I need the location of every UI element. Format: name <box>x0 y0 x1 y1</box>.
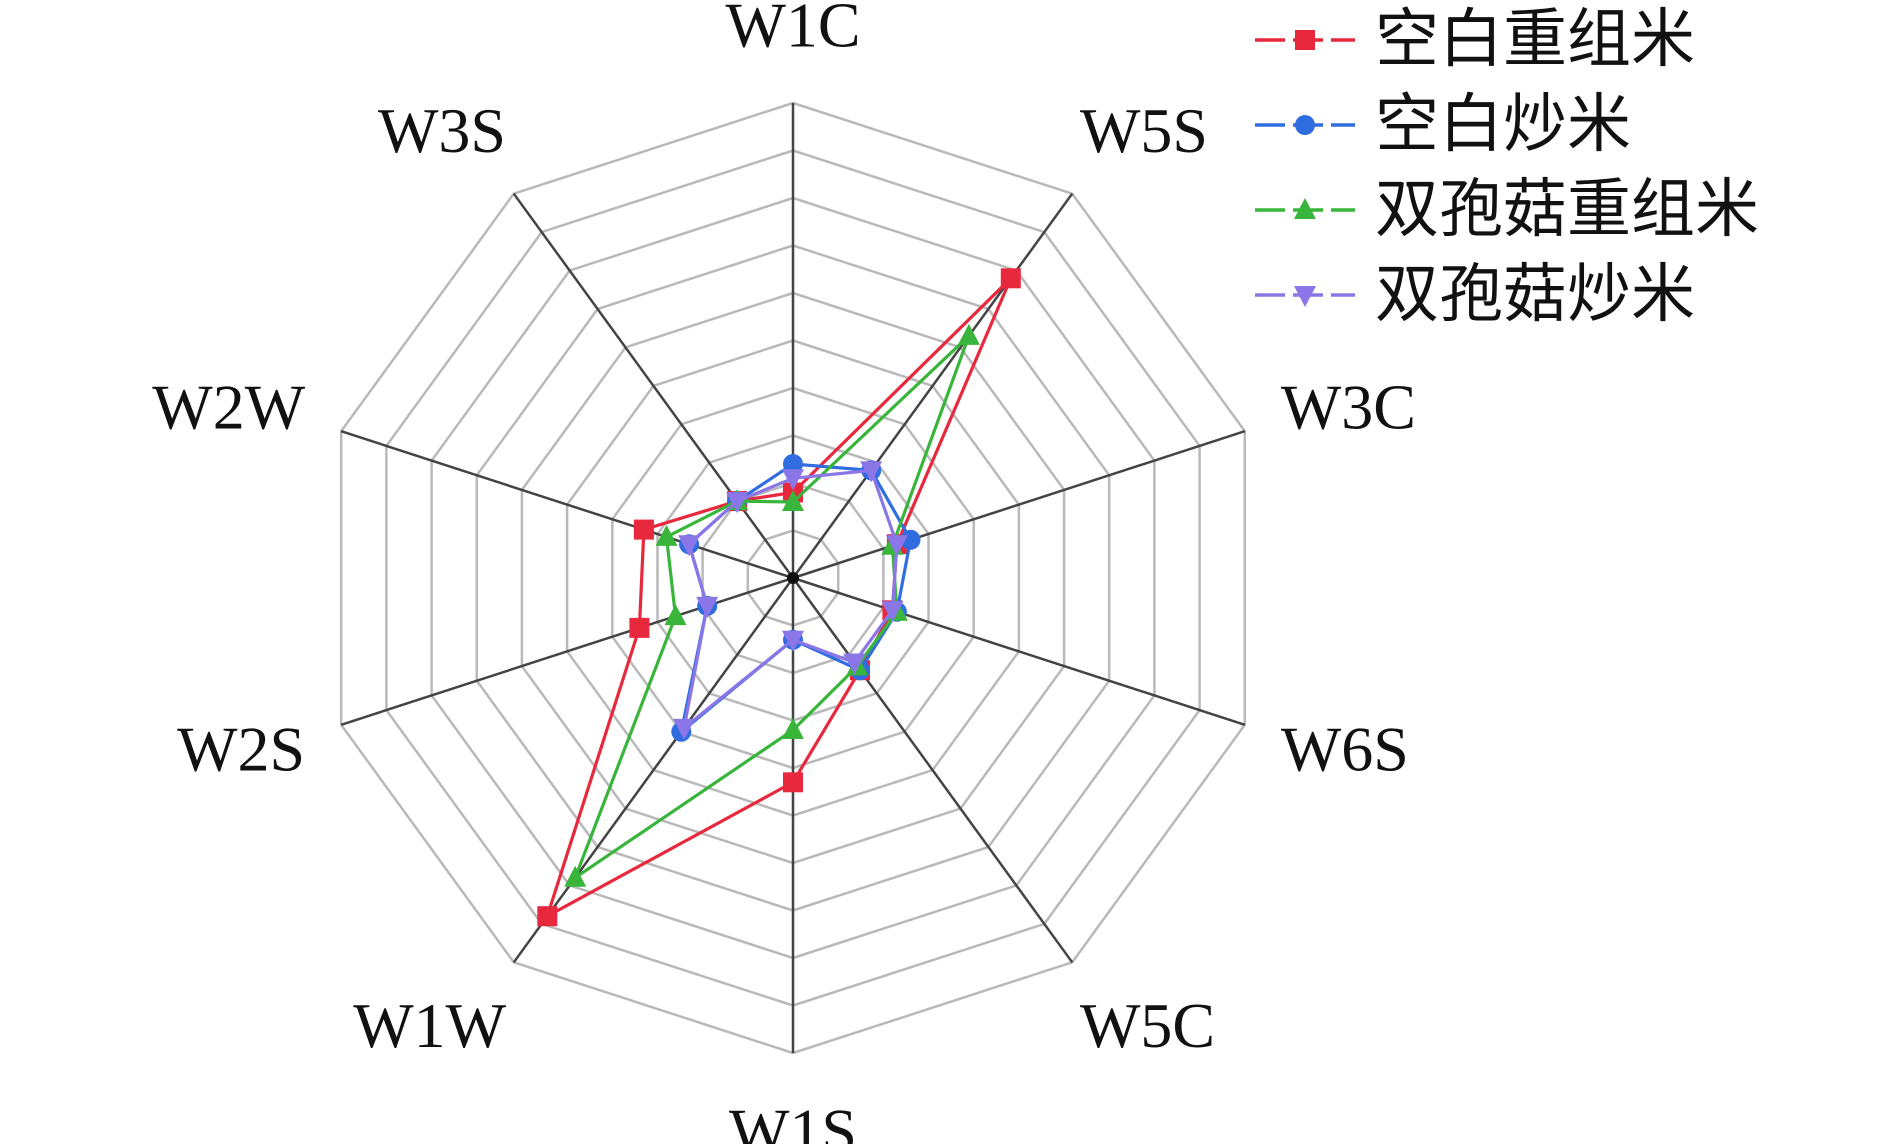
legend-item: 空白重组米 <box>1255 3 1695 77</box>
data-point <box>696 596 719 618</box>
legend-label: 空白炒米 <box>1375 88 1631 162</box>
data-point <box>782 469 804 491</box>
data-point <box>843 653 866 675</box>
data-point <box>673 718 696 740</box>
axis-label-w1c: W1C <box>725 0 860 61</box>
data-point <box>633 519 654 540</box>
axis-label-w5c: W5C <box>1080 990 1215 1061</box>
data-point <box>1000 268 1021 289</box>
legend-item: 空白炒米 <box>1255 88 1631 162</box>
data-point <box>782 630 804 652</box>
axis-label-w2s: W2S <box>177 713 305 784</box>
spoke-line <box>340 576 794 726</box>
data-point <box>860 461 883 483</box>
spoke-line <box>340 430 794 580</box>
data-point <box>885 535 908 557</box>
axis-label-w3c: W3C <box>1281 372 1416 443</box>
axis-label-w1s: W1S <box>729 1096 857 1144</box>
axis-label-w1w: W1W <box>353 990 506 1061</box>
data-point <box>564 865 587 887</box>
data-point <box>957 323 980 345</box>
data-point <box>537 906 558 927</box>
spoke-line <box>512 577 795 964</box>
legend-label: 双孢菇炒米 <box>1375 258 1695 332</box>
legend-marker <box>1294 198 1316 219</box>
spoke-line <box>512 192 795 579</box>
legend-marker <box>1295 115 1315 135</box>
data-point <box>881 601 904 623</box>
legend-label: 双孢菇重组米 <box>1375 173 1759 247</box>
data-point <box>783 772 803 793</box>
data-point <box>678 535 701 557</box>
data-point <box>900 529 921 550</box>
legend-marker <box>1295 30 1315 50</box>
data-point <box>782 490 804 511</box>
series-4 <box>673 461 908 740</box>
data-point <box>629 617 650 638</box>
center-dot <box>787 572 799 584</box>
series-3 <box>564 323 980 887</box>
radar-series <box>537 268 1021 927</box>
data-point <box>726 492 749 514</box>
legend-item: 双孢菇炒米 <box>1255 258 1695 332</box>
data-point <box>664 604 687 626</box>
legend-marker <box>1294 286 1316 307</box>
spoke-line <box>792 430 1246 580</box>
data-point <box>782 718 804 739</box>
axis-label-w3s: W3S <box>378 95 506 166</box>
spoke-line <box>791 577 1074 964</box>
legend-label: 空白重组米 <box>1375 3 1695 77</box>
spoke-line <box>791 192 1074 579</box>
axis-label-w5s: W5S <box>1080 95 1208 166</box>
data-point <box>783 454 803 474</box>
axis-labels: W1C W5S W3C W6S W5C W1S W1W W2S W2W W3S <box>152 0 1416 1144</box>
spoke-line <box>792 576 1246 726</box>
data-point <box>655 524 678 546</box>
axis-label-w2w: W2W <box>152 372 305 443</box>
axis-label-w6s: W6S <box>1281 713 1409 784</box>
legend-item: 双孢菇重组米 <box>1255 173 1759 247</box>
